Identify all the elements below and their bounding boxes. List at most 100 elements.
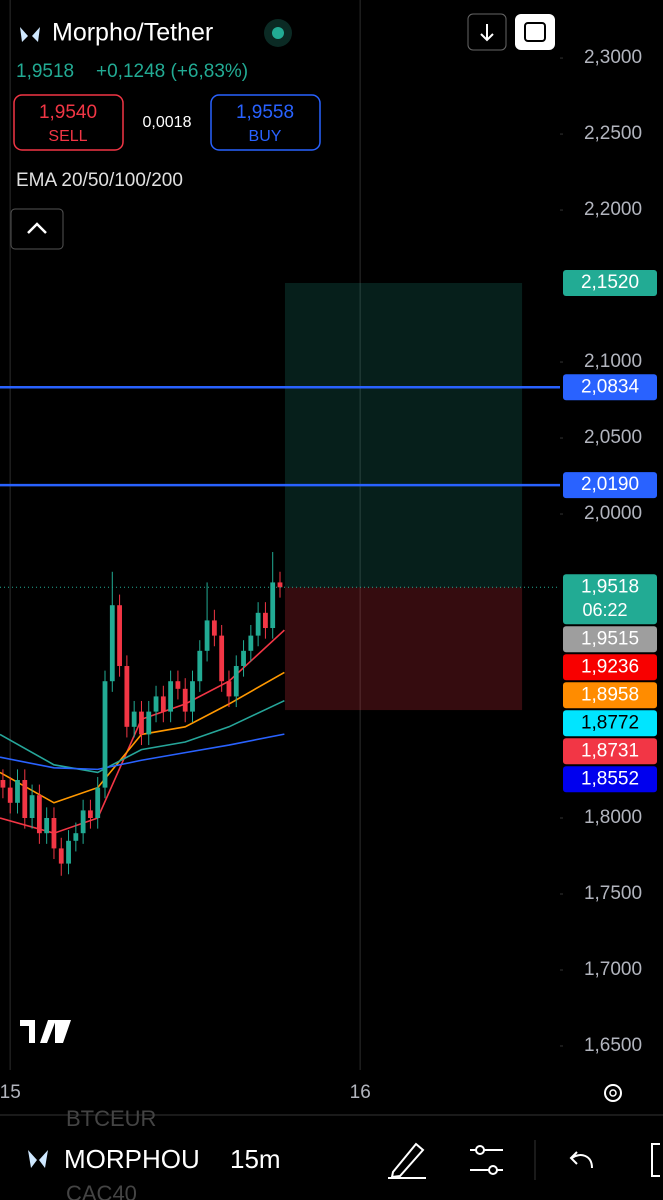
candle-body [160, 696, 166, 712]
buy-button[interactable] [210, 94, 321, 151]
candle-body [255, 612, 261, 636]
price-label-box [563, 626, 657, 653]
candle-body [204, 620, 210, 651]
indicator-label: EMA 20/50/100/200 [16, 170, 183, 191]
candle-body [248, 635, 254, 651]
price-label-box [563, 374, 657, 401]
price-label-box [563, 654, 657, 681]
undo-icon[interactable] [569, 1151, 593, 1169]
candle-body [95, 787, 101, 819]
price-label-box [563, 574, 657, 625]
x-tick-label: 15 [0, 1082, 21, 1103]
candle-body [197, 650, 203, 682]
x-tick-label: 16 [350, 1082, 371, 1103]
y-tick-label: 2,3000 [584, 47, 642, 68]
y-tick-label: 1,8000 [584, 807, 642, 828]
price-label: 1,9236 [581, 656, 639, 677]
more-icon[interactable] [651, 1143, 660, 1177]
plot: 15 16 2,3000 2,2500 2,2000 2,1000 2,0500 2,0000… [0, 0, 657, 1103]
collapse-icon [27, 222, 47, 234]
chart-settings[interactable] [604, 1084, 622, 1102]
candle-body [241, 650, 246, 667]
collapse-button[interactable] [10, 208, 64, 250]
price-label: 2,1520 [581, 272, 639, 293]
candle-body [139, 711, 144, 735]
candle-body [73, 833, 79, 841]
price-change: +0,1248 (+6,83%) [96, 61, 248, 82]
footer-symbol[interactable]: MORPHOU [64, 1144, 200, 1174]
price-label: 1,8958 [581, 684, 639, 705]
buy-label: BUY [249, 128, 282, 145]
y-tick-label: 2,2000 [584, 199, 642, 220]
candle-body [124, 666, 130, 727]
price-label-box [563, 766, 657, 793]
candle-body [109, 605, 115, 682]
sell-price: 1,9540 [39, 102, 97, 123]
candle-body [7, 787, 13, 803]
ema-line [0, 699, 285, 774]
price-label-box [563, 682, 657, 709]
candle-body [146, 711, 152, 735]
download-icon [480, 24, 494, 42]
sell-label: SELL [48, 128, 87, 145]
candle-body [131, 711, 137, 727]
interval[interactable]: 15m [230, 1144, 281, 1174]
ghost-symbol: BTCEUR [66, 1106, 156, 1131]
spread: 0,0018 [143, 114, 192, 131]
candle-body [29, 795, 35, 819]
logo[interactable] [19, 23, 41, 45]
y-tick-label: 1,7000 [584, 959, 642, 980]
candle-body [44, 818, 50, 834]
candle-body [190, 681, 195, 712]
ema-line [0, 733, 285, 771]
price-label: 1,9515 [581, 628, 639, 649]
candle-body [22, 780, 28, 819]
y-tick-label: 1,6500 [584, 1035, 642, 1056]
price-label: 1,9518 [581, 576, 639, 597]
y-tick-label: 2,0500 [584, 427, 642, 448]
settings-knob [475, 1145, 485, 1155]
price-label: 2,0190 [581, 474, 639, 495]
sell-button[interactable] [13, 94, 124, 151]
candle-body [153, 696, 159, 712]
price-label: 1,8731 [581, 740, 639, 761]
price-label-box [563, 738, 657, 765]
price-label-box [563, 270, 657, 297]
price-label-countdown: 06:22 [582, 600, 627, 620]
candle-body [219, 635, 225, 682]
price-label-box [563, 472, 657, 499]
last-price: 1,9518 [16, 61, 74, 82]
candle-body [226, 681, 232, 697]
candle-body [66, 840, 71, 864]
buy-price: 1,9558 [236, 102, 294, 123]
symbol[interactable]: Morpho/Tether [52, 19, 213, 47]
candle-body [36, 795, 42, 834]
candle-body [182, 688, 188, 712]
candle-body [263, 612, 268, 629]
candle-body [0, 780, 6, 788]
price-label-box [563, 710, 657, 737]
candle-body [15, 780, 20, 803]
price-label: 2,0834 [581, 376, 640, 397]
candle-body [88, 810, 93, 819]
chart-settings-center [609, 1089, 617, 1097]
ghost-symbol: CAC40 [66, 1181, 137, 1200]
settings-knob [488, 1165, 498, 1175]
candle-body [51, 818, 57, 849]
candle-body [102, 681, 108, 788]
profit-zone [284, 283, 523, 588]
candle-body [211, 620, 217, 636]
draw-icon[interactable] [388, 1142, 426, 1179]
candle-body [233, 666, 239, 697]
y-tick-label: 1,7500 [584, 883, 642, 904]
candle-body [168, 681, 174, 712]
status-dot [272, 27, 284, 39]
fullscreen-button[interactable] [515, 14, 555, 50]
fullscreen-icon [524, 22, 546, 42]
candle-body [277, 582, 283, 588]
candle-body [58, 848, 64, 864]
footer-logo [28, 1150, 48, 1168]
y-tick-label: 2,0000 [584, 503, 642, 524]
candle-body [80, 810, 86, 834]
